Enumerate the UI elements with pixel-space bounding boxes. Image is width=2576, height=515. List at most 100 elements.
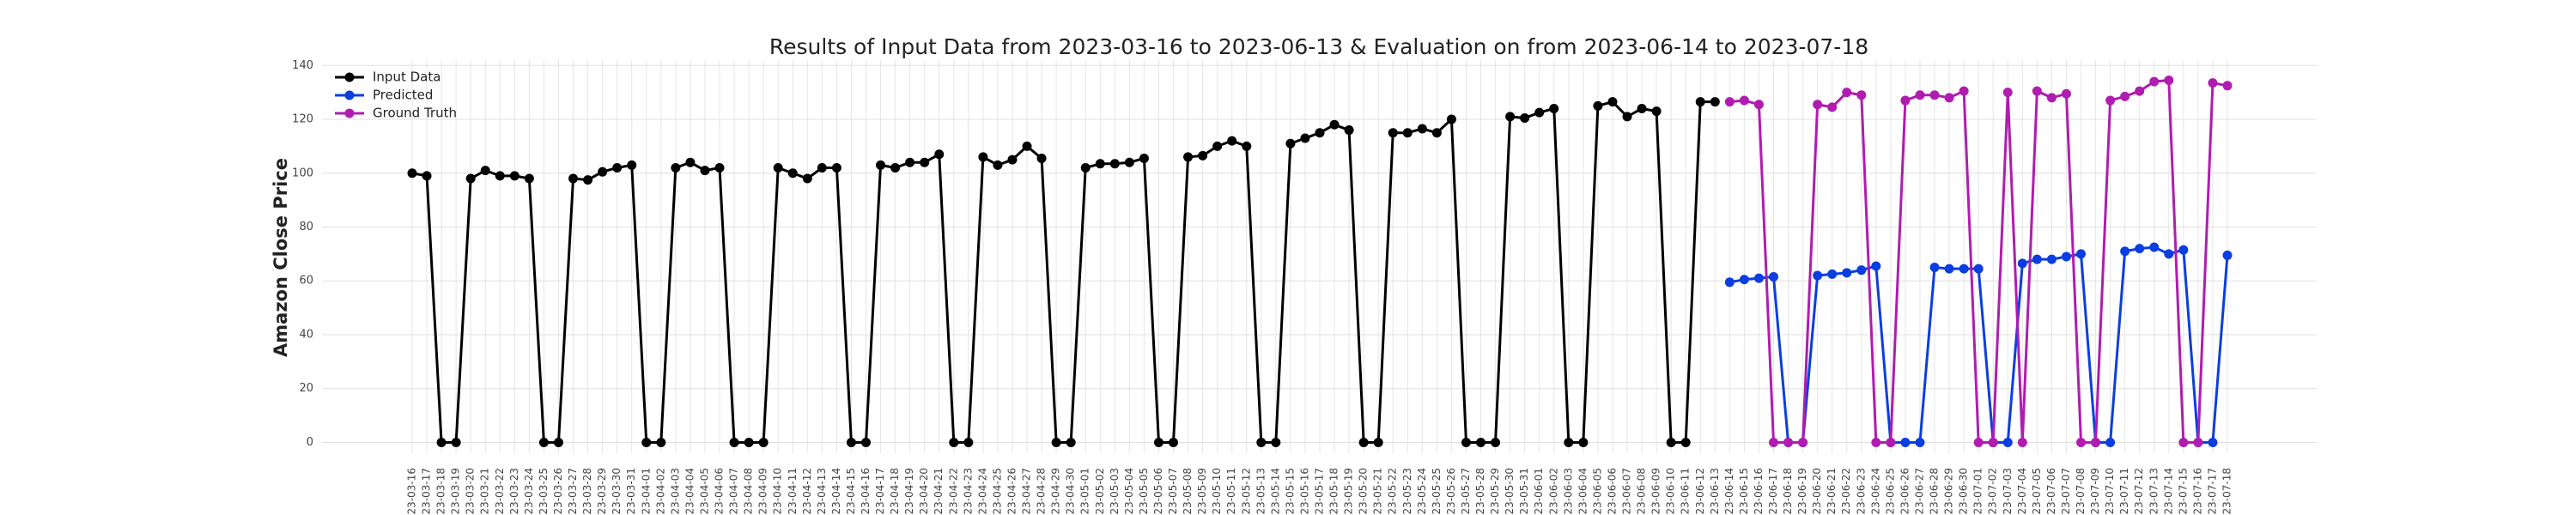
x-tick-label: 2023-05-28	[1474, 468, 1486, 515]
data-point	[2046, 93, 2057, 103]
x-tick-label: 2023-06-24	[1869, 468, 1881, 515]
x-tick-label: 2023-07-03	[2002, 468, 2014, 515]
data-point	[2178, 245, 2189, 255]
x-tick-label: 2023-05-09	[1196, 468, 1208, 515]
data-point	[2076, 249, 2087, 259]
x-tick-label: 2023-04-17	[874, 468, 886, 515]
x-tick-label: 2023-05-03	[1109, 468, 1121, 515]
data-point	[1856, 265, 1867, 276]
x-tick-label: 2023-03-23	[508, 468, 520, 515]
data-point	[1666, 437, 1676, 447]
x-tick-label: 2023-07-01	[1972, 468, 1984, 515]
data-point	[1944, 93, 1954, 103]
data-point	[2105, 437, 2116, 447]
data-point	[568, 173, 579, 184]
x-tick-label: 2023-06-30	[1958, 468, 1970, 515]
data-point	[714, 162, 725, 173]
data-point	[1769, 272, 1778, 282]
y-tick-label: 140	[292, 59, 313, 72]
legend-marker	[344, 90, 355, 100]
data-point	[612, 162, 623, 173]
data-point	[1637, 103, 1647, 113]
x-tick-label: 2023-06-06	[1606, 468, 1618, 515]
x-tick-label: 2023-07-15	[2177, 468, 2189, 515]
data-point	[861, 437, 871, 447]
y-tick-label: 20	[299, 382, 313, 395]
data-point	[583, 175, 593, 185]
x-tick-label: 2023-04-02	[654, 468, 666, 515]
data-point	[1476, 437, 1486, 447]
x-tick-label: 2023-04-24	[976, 468, 988, 515]
x-tick-label: 2023-05-31	[1518, 468, 1530, 515]
data-point	[2061, 251, 2071, 262]
data-point	[1929, 263, 1940, 273]
data-point	[1388, 128, 1398, 138]
data-point	[2120, 246, 2130, 257]
x-tick-label: 2023-05-06	[1152, 468, 1164, 515]
x-tick-label: 2023-05-17	[1314, 468, 1326, 515]
data-point	[1520, 112, 1530, 123]
data-point	[2032, 254, 2042, 264]
data-point	[2149, 76, 2160, 87]
data-point	[1680, 437, 1691, 447]
data-point	[1373, 437, 1383, 447]
data-point	[1549, 103, 1559, 113]
data-point	[1505, 112, 1516, 122]
data-point	[1739, 95, 1749, 106]
x-tick-label: 2023-05-12	[1240, 468, 1252, 515]
data-point	[671, 162, 681, 173]
data-point	[1066, 437, 1076, 447]
x-tick-label: 2023-05-27	[1460, 468, 1472, 515]
data-point	[787, 168, 798, 179]
x-tick-label: 2023-06-13	[1709, 468, 1721, 515]
x-tick-label: 2023-05-23	[1401, 468, 1413, 515]
data-point	[876, 160, 886, 170]
data-point	[1753, 100, 1764, 110]
x-tick-label: 2023-03-25	[538, 468, 550, 515]
x-tick-label: 2023-04-08	[743, 468, 755, 515]
data-point	[1358, 437, 1369, 447]
x-tick-label: 2023-04-07	[728, 468, 740, 515]
x-tick-label: 2023-06-26	[1899, 468, 1911, 515]
data-point	[1212, 141, 1223, 151]
x-tick-label: 2023-05-01	[1079, 468, 1091, 515]
data-point	[846, 437, 856, 447]
x-tick-label: 2023-07-06	[2045, 468, 2057, 515]
data-point	[1534, 107, 1545, 118]
x-tick-label: 2023-05-22	[1387, 468, 1399, 515]
data-point	[1900, 95, 1911, 106]
data-point	[1842, 88, 1852, 98]
x-tick-label: 2023-06-14	[1723, 468, 1735, 515]
x-tick-label: 2023-05-20	[1358, 468, 1370, 515]
data-point	[1491, 437, 1501, 447]
y-tick-label: 40	[299, 328, 313, 341]
data-point	[1402, 128, 1413, 138]
data-point	[1798, 437, 1808, 447]
data-point	[1300, 133, 1310, 143]
data-point	[949, 437, 959, 447]
data-point	[1593, 100, 1603, 111]
data-point	[1007, 154, 1018, 165]
x-tick-label: 2023-05-04	[1123, 468, 1135, 515]
x-tick-label: 2023-04-18	[889, 468, 901, 515]
data-point	[1315, 128, 1325, 138]
x-tick-label: 2023-07-11	[2118, 468, 2130, 515]
x-tick-label: 2023-06-05	[1591, 468, 1603, 515]
x-tick-label: 2023-04-12	[801, 468, 813, 515]
x-tick-label: 2023-07-10	[2104, 468, 2116, 515]
x-tick-label: 2023-06-10	[1665, 468, 1677, 515]
data-point	[1827, 269, 1838, 279]
data-point	[2017, 258, 2027, 269]
data-point	[1271, 437, 1281, 447]
data-point	[1036, 154, 1047, 163]
data-point	[1813, 100, 1823, 110]
data-point	[1651, 106, 1662, 117]
data-point	[1022, 141, 1032, 151]
x-tick-label: 2023-04-23	[962, 468, 974, 515]
data-point	[1242, 141, 1252, 151]
data-point	[685, 157, 696, 167]
data-point	[422, 171, 432, 181]
data-point	[1153, 437, 1163, 447]
data-point	[2208, 437, 2218, 447]
x-tick-label: 2023-04-09	[757, 468, 769, 515]
